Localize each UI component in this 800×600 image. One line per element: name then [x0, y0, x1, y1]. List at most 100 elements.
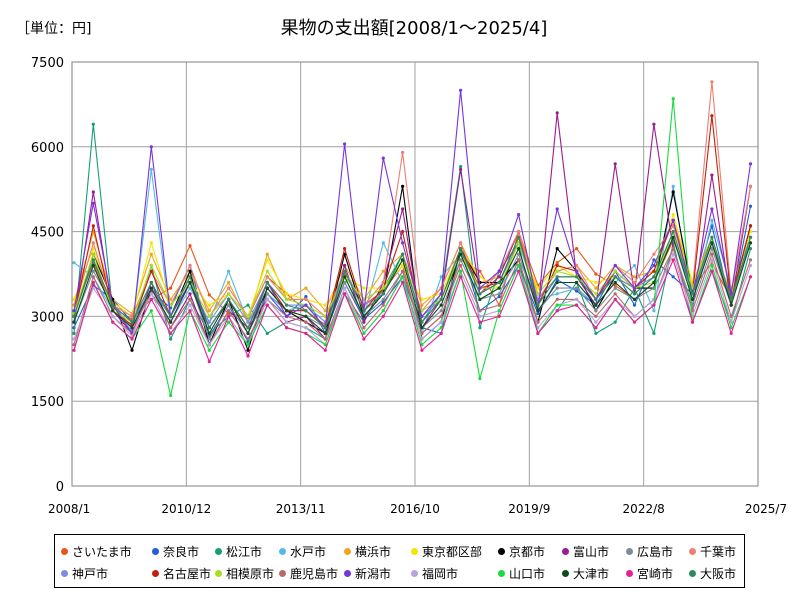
data-point: [613, 297, 617, 301]
data-point: [459, 247, 463, 251]
data-point: [710, 218, 714, 222]
legend-label: 大津市: [573, 566, 610, 581]
data-point: [497, 292, 501, 296]
data-point: [91, 263, 95, 268]
data-point: [304, 326, 308, 330]
data-point: [420, 331, 424, 335]
data-point: [381, 297, 385, 301]
data-point: [304, 320, 308, 324]
legend-swatch: [498, 547, 505, 555]
data-point: [265, 252, 269, 256]
data-point: [111, 314, 115, 318]
data-point: [323, 309, 327, 313]
data-point: [536, 286, 540, 290]
legend-swatch: [279, 569, 286, 577]
data-point: [401, 258, 405, 262]
data-point: [517, 263, 521, 268]
data-point: [729, 303, 733, 307]
data-point: [188, 309, 192, 313]
data-point: [285, 314, 289, 318]
data-point: [671, 218, 675, 222]
legend-swatch: [61, 547, 68, 555]
data-point: [710, 173, 714, 177]
data-point: [536, 309, 540, 313]
legend-label: 宮崎市: [637, 566, 674, 581]
data-point: [536, 312, 540, 316]
data-point: [91, 258, 95, 262]
legend: さいたま市 奈良市 松江市 水戸市 横浜市 東京都区部 京都市 富山市 広島市 千葉市 神戸市 名古屋…: [54, 534, 745, 588]
series-line-7: [73, 112, 752, 346]
data-point: [207, 360, 211, 364]
data-point: [188, 303, 192, 307]
data-point: [613, 320, 617, 324]
data-point: [188, 263, 192, 268]
series-line-9: [73, 81, 752, 317]
data-point: [555, 280, 559, 285]
data-point: [497, 275, 501, 279]
legend-label: 水戸市: [290, 544, 327, 559]
data-point: [188, 275, 192, 279]
legend-item: 奈良市: [152, 542, 199, 560]
data-point: [575, 286, 579, 290]
data-point: [632, 320, 637, 324]
data-point: [517, 230, 521, 234]
data-point: [594, 280, 598, 285]
series-line-15: [73, 253, 752, 346]
data-point: [594, 331, 598, 335]
data-point: [710, 241, 714, 245]
data-point: [517, 252, 521, 256]
legend-item: 宮崎市: [626, 564, 673, 582]
data-point: [401, 252, 405, 256]
data-point: [401, 184, 405, 188]
data-point: [478, 309, 482, 313]
data-point: [91, 252, 95, 256]
data-point: [497, 269, 501, 273]
data-point: [710, 80, 714, 84]
data-point: [555, 297, 559, 301]
data-point: [169, 314, 173, 318]
data-point: [169, 286, 173, 290]
data-point: [343, 269, 347, 273]
data-point: [632, 297, 637, 301]
data-point: [729, 331, 733, 335]
data-point: [362, 331, 366, 335]
data-point: [594, 303, 598, 307]
data-point: [652, 331, 656, 335]
data-point: [439, 314, 443, 318]
data-point: [207, 314, 211, 318]
data-point: [381, 303, 385, 307]
data-point: [729, 297, 733, 301]
data-point: [748, 258, 753, 262]
data-point: [72, 297, 76, 301]
data-point: [555, 309, 559, 313]
data-point: [72, 309, 76, 313]
data-point: [652, 258, 656, 262]
legend-item: 新潟市: [344, 564, 391, 582]
data-point: [188, 286, 192, 290]
data-point: [517, 269, 521, 273]
legend-label: 松江市: [226, 544, 263, 559]
legend-label: 奈良市: [163, 544, 200, 559]
data-point: [72, 348, 76, 352]
data-point: [381, 269, 385, 273]
data-point: [497, 286, 501, 290]
legend-item: 富山市: [562, 542, 609, 560]
data-point: [227, 303, 231, 307]
data-point: [401, 207, 405, 211]
data-point: [748, 275, 753, 279]
data-point: [439, 331, 443, 335]
data-point: [401, 269, 405, 273]
data-point: [246, 354, 250, 358]
legend-swatch: [689, 547, 696, 555]
data-point: [613, 269, 617, 273]
data-point: [575, 289, 579, 293]
data-point: [555, 111, 559, 115]
data-point: [304, 314, 308, 318]
data-point: [517, 247, 521, 251]
data-point: [748, 247, 753, 251]
data-point: [555, 207, 559, 211]
data-point: [401, 230, 405, 234]
data-point: [594, 314, 598, 318]
data-point: [478, 297, 482, 301]
data-point: [149, 297, 153, 301]
